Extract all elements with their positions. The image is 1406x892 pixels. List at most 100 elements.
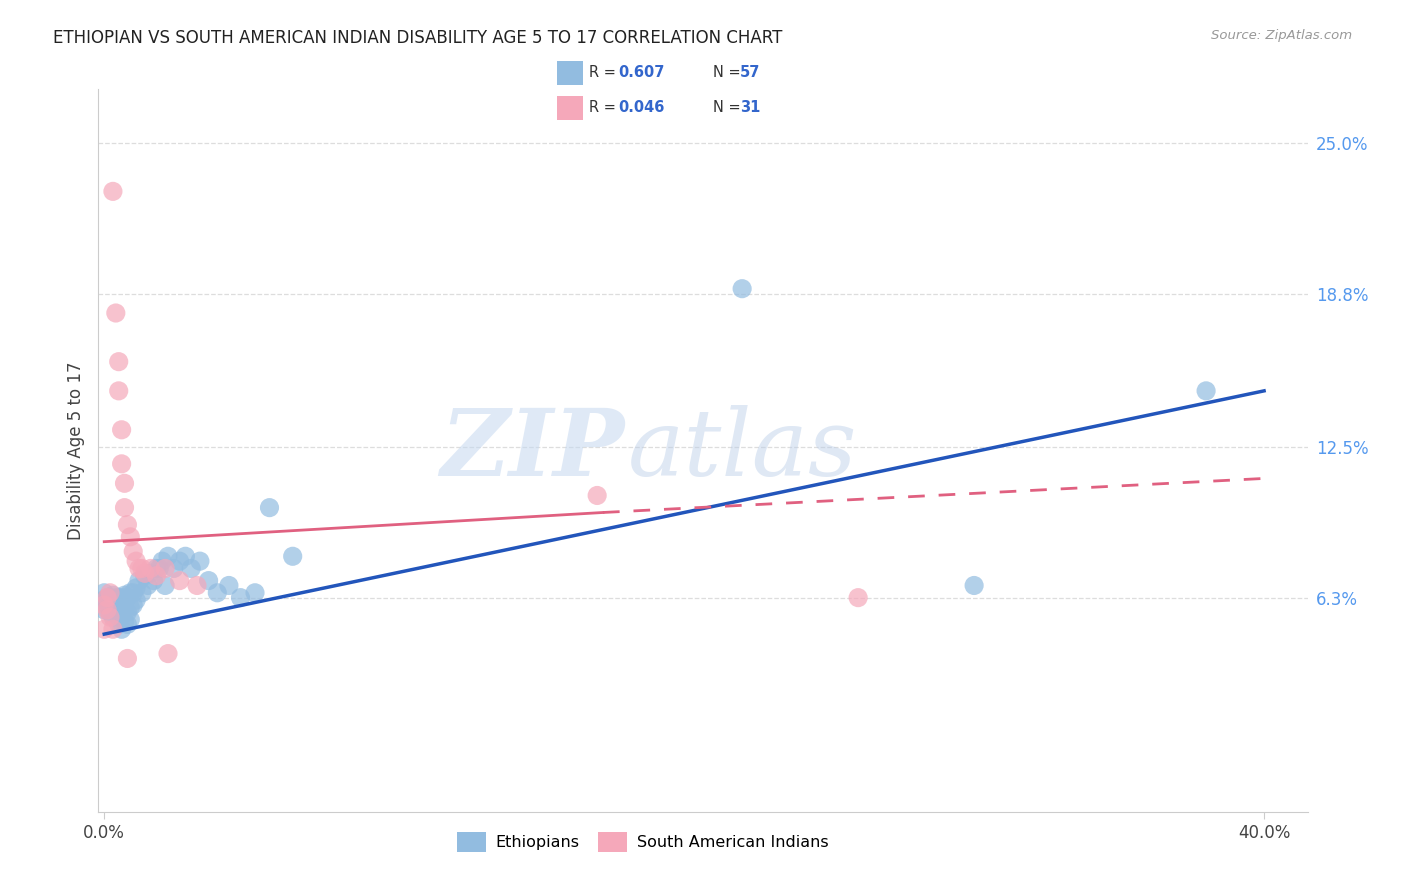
Bar [557,96,582,120]
Point [117,517,139,532]
Text: Source: ZipAtlas.com: Source: ZipAtlas.com [1212,29,1353,42]
Point [150,554,173,568]
Text: atlas: atlas [628,406,858,495]
Point [188,554,211,568]
Point [93,603,115,617]
Text: ETHIOPIAN VS SOUTH AMERICAN INDIAN DISABILITY AGE 5 TO 17 CORRELATION CHART: ETHIOPIAN VS SOUTH AMERICAN INDIAN DISAB… [53,29,783,46]
Point [197,574,219,588]
Point [131,586,153,600]
Point [107,591,129,605]
Point [122,544,145,558]
Point [110,622,132,636]
Point [186,578,208,592]
Point [93,622,115,636]
Point [110,457,132,471]
Point [281,549,304,564]
Point [117,605,139,619]
Point [114,603,136,617]
Point [586,488,609,502]
Point [120,613,142,627]
Point [731,282,754,296]
Point [229,591,252,605]
Point [139,566,162,581]
Point [101,185,124,199]
Point [163,561,186,575]
Point [134,568,156,582]
Point [104,591,127,605]
Point [153,578,176,592]
Point [174,549,197,564]
Point [145,568,167,582]
Text: 57: 57 [741,65,761,80]
Point [139,561,162,575]
Point [156,647,179,661]
Text: 0.046: 0.046 [619,100,665,115]
Point [1195,384,1218,398]
Point [101,610,124,624]
Point [93,593,115,607]
Point [110,591,132,605]
Point [120,530,142,544]
Text: R =: R = [589,100,620,115]
Text: ZIP: ZIP [440,406,624,495]
Point [134,566,156,581]
Point [846,591,869,605]
Point [114,476,136,491]
Point [207,586,229,600]
Point [136,578,159,592]
Point [218,578,240,592]
Point [98,610,121,624]
Point [169,554,191,568]
Point [107,384,129,398]
Point [122,586,145,600]
Point [101,595,124,609]
Point [153,561,176,575]
Y-axis label: Disability Age 5 to 17: Disability Age 5 to 17 [67,361,86,540]
Point [120,600,142,615]
Point [180,561,202,575]
Point [96,598,118,612]
Text: 31: 31 [741,100,761,115]
Point [101,622,124,636]
Point [125,554,148,568]
Point [104,306,127,320]
Point [148,561,170,575]
Point [110,607,132,622]
Point [110,423,132,437]
Point [142,574,165,588]
Point [104,603,127,617]
Point [96,591,118,605]
Point [122,598,145,612]
Point [125,593,148,607]
Point [117,591,139,605]
Text: R =: R = [589,65,620,80]
Text: N =: N = [713,65,745,80]
Point [125,581,148,595]
Text: N =: N = [713,100,745,115]
Point [107,354,129,368]
Point [128,574,150,588]
Point [114,615,136,629]
Point [101,588,124,602]
Point [93,598,115,612]
Point [107,603,129,617]
Point [120,586,142,600]
Point [114,588,136,602]
Point [96,603,118,617]
Point [117,617,139,632]
Point [156,549,179,564]
Point [259,500,281,515]
Point [93,586,115,600]
Point [114,500,136,515]
Point [128,561,150,575]
Point [169,574,191,588]
Point [98,591,121,605]
Point [96,591,118,605]
Legend: Ethiopians, South American Indians: Ethiopians, South American Indians [450,826,835,858]
Point [98,586,121,600]
Point [963,578,986,592]
Bar [557,62,582,86]
Point [243,586,266,600]
Point [117,651,139,665]
Text: 0.607: 0.607 [619,65,665,80]
